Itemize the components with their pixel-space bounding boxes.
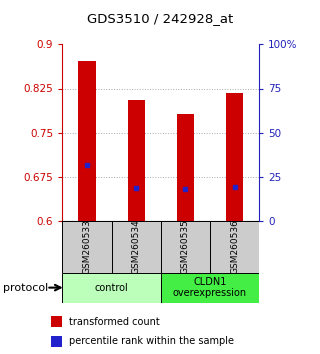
Bar	[161, 221, 210, 273]
Text: GSM260536: GSM260536	[230, 219, 239, 274]
Text: GSM260533: GSM260533	[83, 219, 92, 274]
Bar	[226, 93, 243, 221]
Text: CLDN1
overexpression: CLDN1 overexpression	[173, 277, 247, 298]
Text: GSM260534: GSM260534	[132, 219, 141, 274]
Bar	[62, 273, 161, 303]
Bar	[62, 221, 112, 273]
Text: GSM260535: GSM260535	[181, 219, 190, 274]
Text: percentile rank within the sample: percentile rank within the sample	[69, 336, 234, 346]
Bar	[161, 273, 259, 303]
Bar	[51, 336, 62, 347]
Text: transformed count: transformed count	[69, 316, 160, 327]
Bar	[177, 114, 194, 221]
Text: GDS3510 / 242928_at: GDS3510 / 242928_at	[87, 12, 233, 25]
Text: protocol: protocol	[3, 282, 48, 293]
Bar	[210, 221, 259, 273]
Text: control: control	[95, 282, 128, 293]
Bar	[51, 316, 62, 327]
Bar	[78, 61, 96, 221]
Bar	[128, 100, 145, 221]
Bar	[112, 221, 161, 273]
